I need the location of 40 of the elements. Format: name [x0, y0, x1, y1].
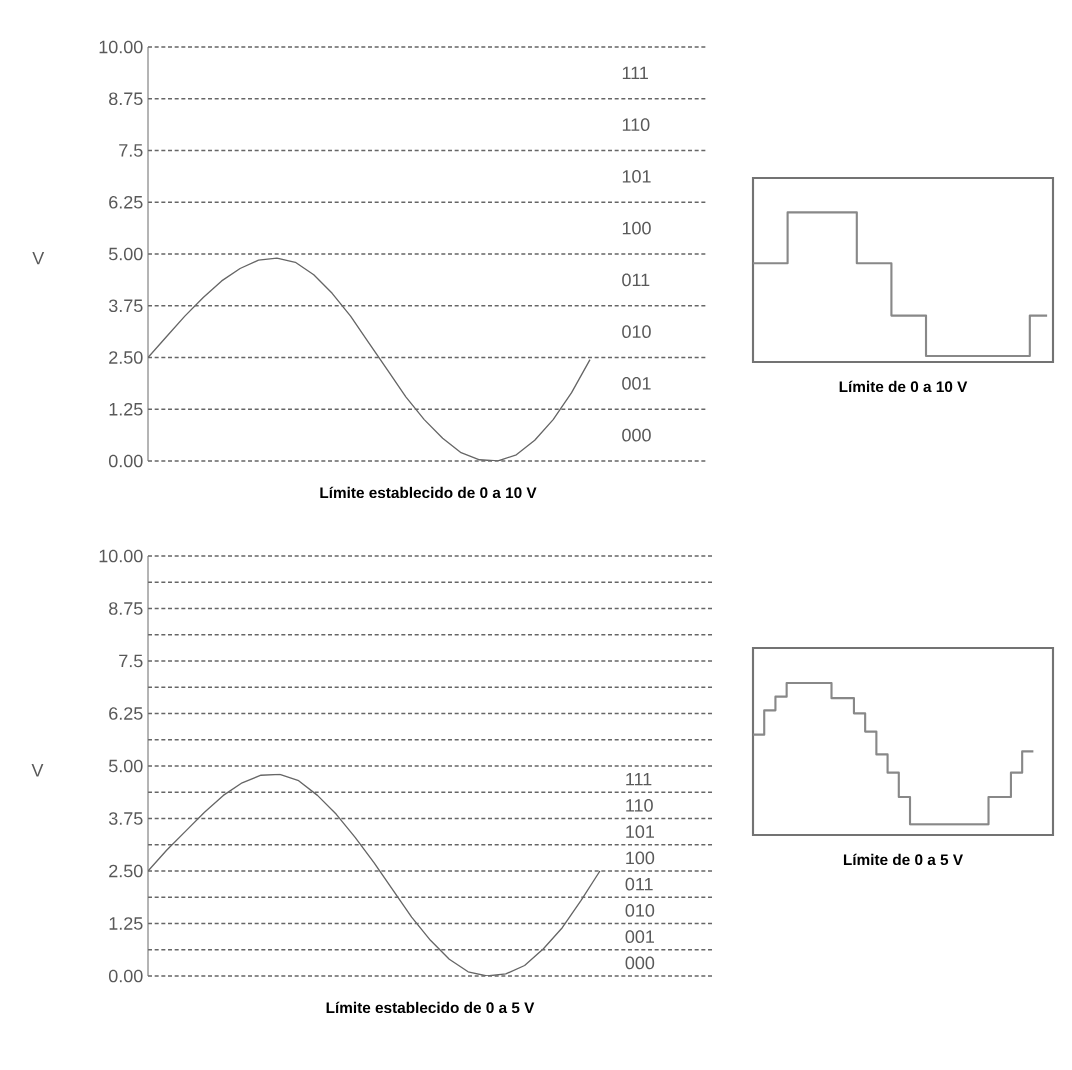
- text: 110: [626, 799, 653, 812]
- y-tick-label: 6.25: [109, 195, 143, 209]
- text: Límite establecido de 0 a 5 V: [326, 1001, 535, 1014]
- text: 110: [622, 118, 650, 131]
- text: 111: [622, 66, 648, 80]
- y-tick-label: 3.75: [108, 299, 143, 313]
- text: 100: [626, 851, 655, 865]
- text: 010: [622, 325, 651, 338]
- text: 000: [622, 428, 651, 442]
- y-tick-label: 0.00: [108, 454, 143, 468]
- y-tick-label: 2.50: [109, 351, 143, 364]
- text: 001: [625, 930, 654, 943]
- y-tick-label: 5.00: [108, 759, 143, 773]
- text: 011: [622, 273, 650, 287]
- y-tick-label: 3.75: [108, 812, 143, 825]
- text: Límite de 0 a 10 V: [839, 380, 968, 393]
- y-tick-label: 2.50: [109, 864, 143, 878]
- text: Límite de 0 a 5 V: [843, 853, 963, 866]
- y-axis-title: V: [32, 251, 45, 265]
- y-tick-label: 1.25: [109, 402, 143, 416]
- text: 010: [625, 904, 655, 917]
- text: 011: [625, 877, 653, 891]
- text: 101: [622, 170, 651, 183]
- y-tick-label: 7.5: [119, 144, 143, 157]
- text: 101: [626, 825, 654, 838]
- y-tick-label: 5.00: [108, 247, 143, 261]
- y-tick-label: 1.25: [109, 917, 143, 930]
- text: 000: [625, 956, 655, 970]
- text: 111: [626, 772, 652, 786]
- y-tick-label: 0.00: [108, 969, 143, 983]
- y-tick-label: 8.75: [109, 92, 143, 106]
- y-tick-label: 6.25: [109, 707, 143, 720]
- y-tick-label: 7.5: [119, 654, 143, 668]
- y-tick-label: 10.00: [99, 40, 143, 54]
- y-tick-label: 8.75: [109, 602, 143, 615]
- text: 100: [622, 221, 651, 235]
- text: Límite establecido de 0 a 10 V: [320, 486, 537, 499]
- y-axis-title: V: [31, 764, 44, 777]
- text: 001: [622, 377, 651, 390]
- y-tick-label: 10.00: [99, 549, 143, 563]
